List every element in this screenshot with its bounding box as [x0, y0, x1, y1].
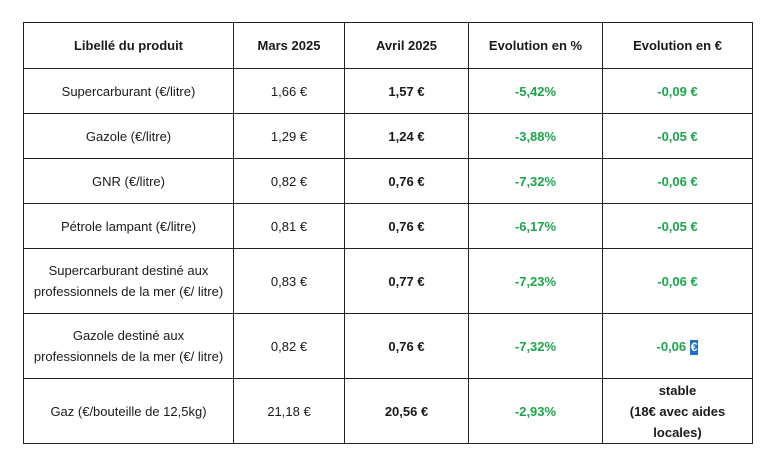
table-row: Supercarburant destiné aux professionnel… — [23, 248, 753, 314]
evolution-eur-value: -0,06 — [656, 338, 687, 354]
product-cell: Gaz (€/bouteille de 12,5kg) — [23, 378, 234, 444]
product-cell: Gazole (€/litre) — [23, 113, 234, 159]
table-row: Gazole (€/litre) 1,29 € 1,24 € -3,88% -0… — [23, 113, 753, 159]
march-price-cell: 1,29 € — [233, 113, 345, 159]
header-row: Libellé du produit Mars 2025 Avril 2025 … — [23, 22, 753, 69]
evolution-eur-cell: -0,05 € — [602, 113, 753, 159]
evolution-pct-cell: -7,32% — [468, 158, 603, 204]
product-cell: Supercarburant (€/litre) — [23, 68, 234, 114]
evolution-pct-cell: -5,42% — [468, 68, 603, 114]
april-price-cell: 0,76 € — [344, 158, 469, 204]
april-price-cell: 0,76 € — [344, 313, 469, 379]
evolution-pct-cell: -7,23% — [468, 248, 603, 314]
table-row: GNR (€/litre) 0,82 € 0,76 € -7,32% -0,06… — [23, 158, 753, 204]
evolution-pct-cell: -3,88% — [468, 113, 603, 159]
product-cell: Supercarburant destiné aux professionnel… — [23, 248, 234, 314]
header-april: Avril 2025 — [344, 22, 469, 69]
april-price-cell: 1,24 € — [344, 113, 469, 159]
march-price-cell: 21,18 € — [233, 378, 345, 444]
product-cell: Gazole destiné aux professionnels de la … — [23, 313, 234, 379]
header-evolution-pct: Evolution en % — [468, 22, 603, 69]
march-price-cell: 0,82 € — [233, 158, 345, 204]
march-price-cell: 1,66 € — [233, 68, 345, 114]
fuel-price-table: Libellé du produit Mars 2025 Avril 2025 … — [23, 22, 753, 444]
header-march: Mars 2025 — [233, 22, 345, 69]
local-aid-note: (18€ avec aides locales) — [629, 403, 726, 440]
header-evolution-eur: Evolution en € — [602, 22, 753, 69]
april-price-cell: 20,56 € — [344, 378, 469, 444]
evolution-eur-cell: -0,09 € — [602, 68, 753, 114]
product-cell: GNR (€/litre) — [23, 158, 234, 204]
table-row: Pétrole lampant (€/litre) 0,81 € 0,76 € … — [23, 203, 753, 249]
evolution-eur-cell: -0,06 € — [602, 248, 753, 314]
april-price-cell: 1,57 € — [344, 68, 469, 114]
evolution-pct-cell: -6,17% — [468, 203, 603, 249]
march-price-cell: 0,81 € — [233, 203, 345, 249]
march-price-cell: 0,83 € — [233, 248, 345, 314]
table-row: Gazole destiné aux professionnels de la … — [23, 313, 753, 379]
product-cell: Pétrole lampant (€/litre) — [23, 203, 234, 249]
evolution-eur-cell: stable (18€ avec aides locales) — [602, 378, 753, 444]
april-price-cell: 0,77 € — [344, 248, 469, 314]
selected-euro-symbol[interactable]: € — [689, 339, 699, 355]
evolution-eur-cell: -0,06 € — [602, 158, 753, 204]
header-product: Libellé du produit — [23, 22, 234, 69]
april-price-cell: 0,76 € — [344, 203, 469, 249]
stable-label: stable — [658, 382, 697, 398]
table-row: Gaz (€/bouteille de 12,5kg) 21,18 € 20,5… — [23, 378, 753, 444]
evolution-pct-cell: -2,93% — [468, 378, 603, 444]
evolution-pct-cell: -7,32% — [468, 313, 603, 379]
table-row: Supercarburant (€/litre) 1,66 € 1,57 € -… — [23, 68, 753, 114]
evolution-eur-cell: -0,05 € — [602, 203, 753, 249]
march-price-cell: 0,82 € — [233, 313, 345, 379]
evolution-eur-cell: -0,06 € — [602, 313, 753, 379]
